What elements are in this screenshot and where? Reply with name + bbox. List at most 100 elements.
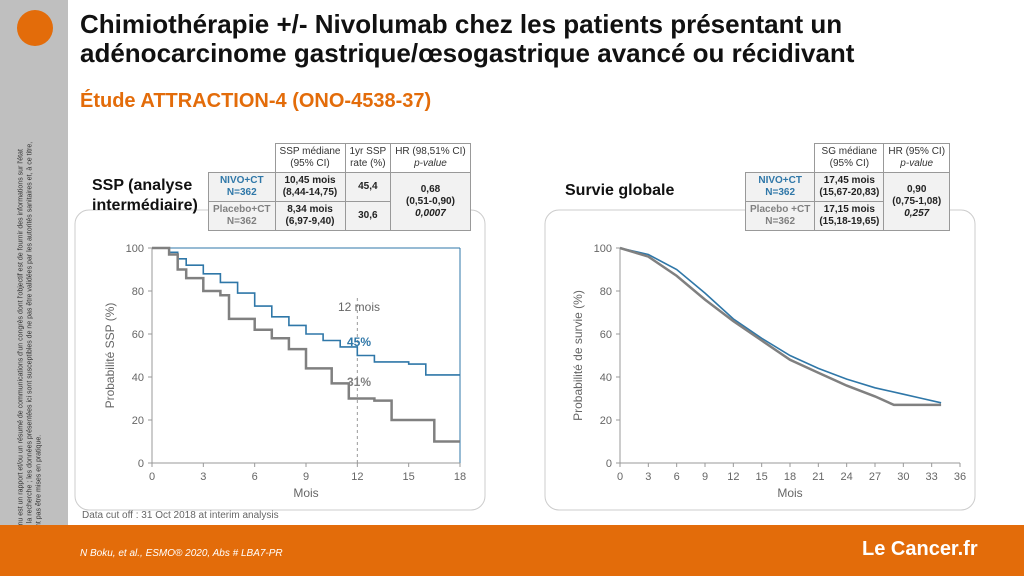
table-header: HR (98,51% CI) p-value bbox=[390, 143, 471, 173]
survival-curve bbox=[619, 246, 942, 407]
title-line: Chimiothérapie +/- Nivolumab chez les pa… bbox=[80, 9, 843, 39]
cell-line: N=362 bbox=[226, 216, 257, 227]
cell-line: (15,67-20,83) bbox=[819, 187, 880, 198]
x-tick-label: 18 bbox=[454, 471, 466, 483]
cell-line: SSP médiane bbox=[279, 146, 341, 157]
annotation: 45% bbox=[347, 335, 371, 349]
x-tick-label: 24 bbox=[841, 471, 853, 483]
x-tick-label: 30 bbox=[897, 471, 909, 483]
cell-line: (15,18-19,65) bbox=[819, 216, 880, 227]
chart-title: intermédiaire) bbox=[92, 197, 198, 214]
annotation: 31% bbox=[347, 375, 371, 389]
hr-cell: 0,68 (0,51-0,90) 0,0007 bbox=[390, 172, 471, 231]
data-cutoff: Data cut off : 31 Oct 2018 at interim an… bbox=[82, 510, 279, 521]
table-cell: 8,34 mois (6,97-9,40) bbox=[274, 201, 346, 231]
x-tick-label: 9 bbox=[702, 471, 708, 483]
y-tick-label: 40 bbox=[600, 372, 612, 384]
results-table: SG médiane (95% CI) HR (95% CI) p-value NIVO… bbox=[744, 143, 951, 231]
cell-line: (6,97-9,40) bbox=[285, 216, 335, 227]
cell-line: Placebo +CT bbox=[750, 204, 811, 215]
table-cell bbox=[744, 143, 816, 173]
orange-dot bbox=[17, 10, 53, 46]
table-header: SSP médiane (95% CI) bbox=[274, 143, 346, 173]
y-tick-label: 60 bbox=[132, 329, 144, 341]
table-cell: 10,45 mois (8,44-14,75) bbox=[274, 172, 346, 202]
cell-line: 0,90 bbox=[906, 183, 927, 195]
title: Chimiothérapie +/- Nivolumab chez les pa… bbox=[80, 10, 854, 68]
cell-line: 0,68 bbox=[420, 183, 441, 195]
x-axis-label: Mois bbox=[777, 486, 802, 500]
y-tick-label: 100 bbox=[126, 243, 144, 255]
table-row: NIVO+CT N=362 10,45 mois (8,44-14,75) 45,4 0,… bbox=[208, 172, 471, 231]
logo-text: Cancer.fr bbox=[890, 538, 978, 560]
cell-line: NIVO+CT bbox=[758, 175, 802, 186]
y-tick-label: 40 bbox=[132, 372, 144, 384]
cell-line: (95% CI) bbox=[829, 158, 870, 169]
y-axis-label: Probabilité de survie (%) bbox=[571, 290, 585, 421]
cell-line: rate (%) bbox=[350, 158, 386, 169]
table-cell: 30,6 bbox=[344, 201, 392, 231]
survival-curve bbox=[152, 247, 460, 376]
table-header: 1yr SSP rate (%) bbox=[344, 143, 392, 173]
x-axis-label: Mois bbox=[293, 486, 318, 500]
y-tick-label: 20 bbox=[600, 415, 612, 427]
cell-line: 10,45 mois bbox=[284, 175, 336, 186]
footer bbox=[0, 525, 1024, 576]
cell-line: N=362 bbox=[765, 216, 796, 227]
cell-line: 8,34 mois bbox=[287, 204, 333, 215]
citation: N Boku, et al., ESMO® 2020, Abs # LBA7-P… bbox=[80, 548, 283, 559]
row-label: NIVO+CT N=362 bbox=[744, 172, 816, 202]
cell-line: 17,15 mois bbox=[823, 204, 875, 215]
cell-line: 30,6 bbox=[358, 210, 378, 221]
x-tick-label: 0 bbox=[617, 471, 623, 483]
table-cell bbox=[208, 143, 276, 173]
table-cell: 17,15 mois (15,18-19,65) bbox=[814, 201, 885, 231]
cell-line: HR (95% CI) bbox=[888, 146, 946, 157]
hr-cell: 0,90 (0,75-1,08) 0,257 bbox=[883, 172, 951, 231]
x-tick-label: 15 bbox=[756, 471, 768, 483]
row-label: NIVO+CT N=362 bbox=[208, 172, 276, 202]
table-row: SSP médiane (95% CI) 1yr SSP rate (%) HR (98… bbox=[208, 143, 471, 173]
title-line: adénocarcinome gastrique/œsogastrique av… bbox=[80, 38, 855, 68]
y-axis-label: Probabilité SSP (%) bbox=[103, 303, 117, 409]
x-tick-label: 0 bbox=[149, 471, 155, 483]
side-strip bbox=[0, 0, 68, 576]
chart-frame bbox=[74, 209, 486, 511]
y-tick-label: 80 bbox=[600, 286, 612, 298]
cell-line: 1yr SSP bbox=[349, 146, 387, 157]
x-tick-label: 3 bbox=[645, 471, 651, 483]
x-tick-label: 6 bbox=[674, 471, 680, 483]
x-tick-label: 3 bbox=[200, 471, 206, 483]
x-tick-label: 6 bbox=[252, 471, 258, 483]
y-tick-label: 80 bbox=[132, 286, 144, 298]
row-label: Placebo +CT N=362 bbox=[744, 201, 816, 231]
subtitle: Étude ATTRACTION-4 (ONO-4538-37) bbox=[80, 90, 432, 112]
x-tick-label: 33 bbox=[926, 471, 938, 483]
table-cell: 45,4 bbox=[344, 172, 392, 202]
cell-line: NIVO+CT bbox=[219, 175, 264, 186]
x-tick-label: 21 bbox=[812, 471, 824, 483]
survival-curve bbox=[152, 246, 460, 443]
cell-line: (95% CI) bbox=[290, 158, 330, 169]
cell-line: 0,257 bbox=[904, 207, 930, 219]
cell-line: SG médiane bbox=[821, 146, 878, 157]
table-cell: 17,45 mois (15,67-20,83) bbox=[814, 172, 885, 202]
table-row: Placebo +CT N=362 17,15 mois (15,18-19,65) bbox=[744, 201, 950, 231]
x-tick-label: 12 bbox=[727, 471, 739, 483]
cell-line: p-value bbox=[900, 158, 934, 169]
cell-line: (0,75-1,08) bbox=[892, 195, 942, 207]
table-row: SG médiane (95% CI) HR (95% CI) p-value bbox=[744, 143, 951, 173]
y-tick-label: 20 bbox=[132, 415, 144, 427]
survival-curve bbox=[619, 247, 942, 404]
cell-line: 17,45 mois bbox=[823, 175, 875, 186]
cell-line: (0,51-0,90) bbox=[406, 195, 455, 207]
y-tick-label: 0 bbox=[138, 458, 144, 470]
cell-line: N=362 bbox=[765, 187, 796, 198]
row-label: Placebo+CT N=362 bbox=[208, 201, 276, 231]
table-header: SG médiane (95% CI) bbox=[814, 143, 885, 173]
cell-line: Placebo+CT bbox=[213, 204, 271, 215]
chart-title: Survie globale bbox=[565, 182, 674, 199]
table-row: NIVO+CT N=362 17,45 mois (15,67-20,83) 0,90(… bbox=[744, 172, 951, 231]
x-tick-label: 12 bbox=[351, 471, 363, 483]
